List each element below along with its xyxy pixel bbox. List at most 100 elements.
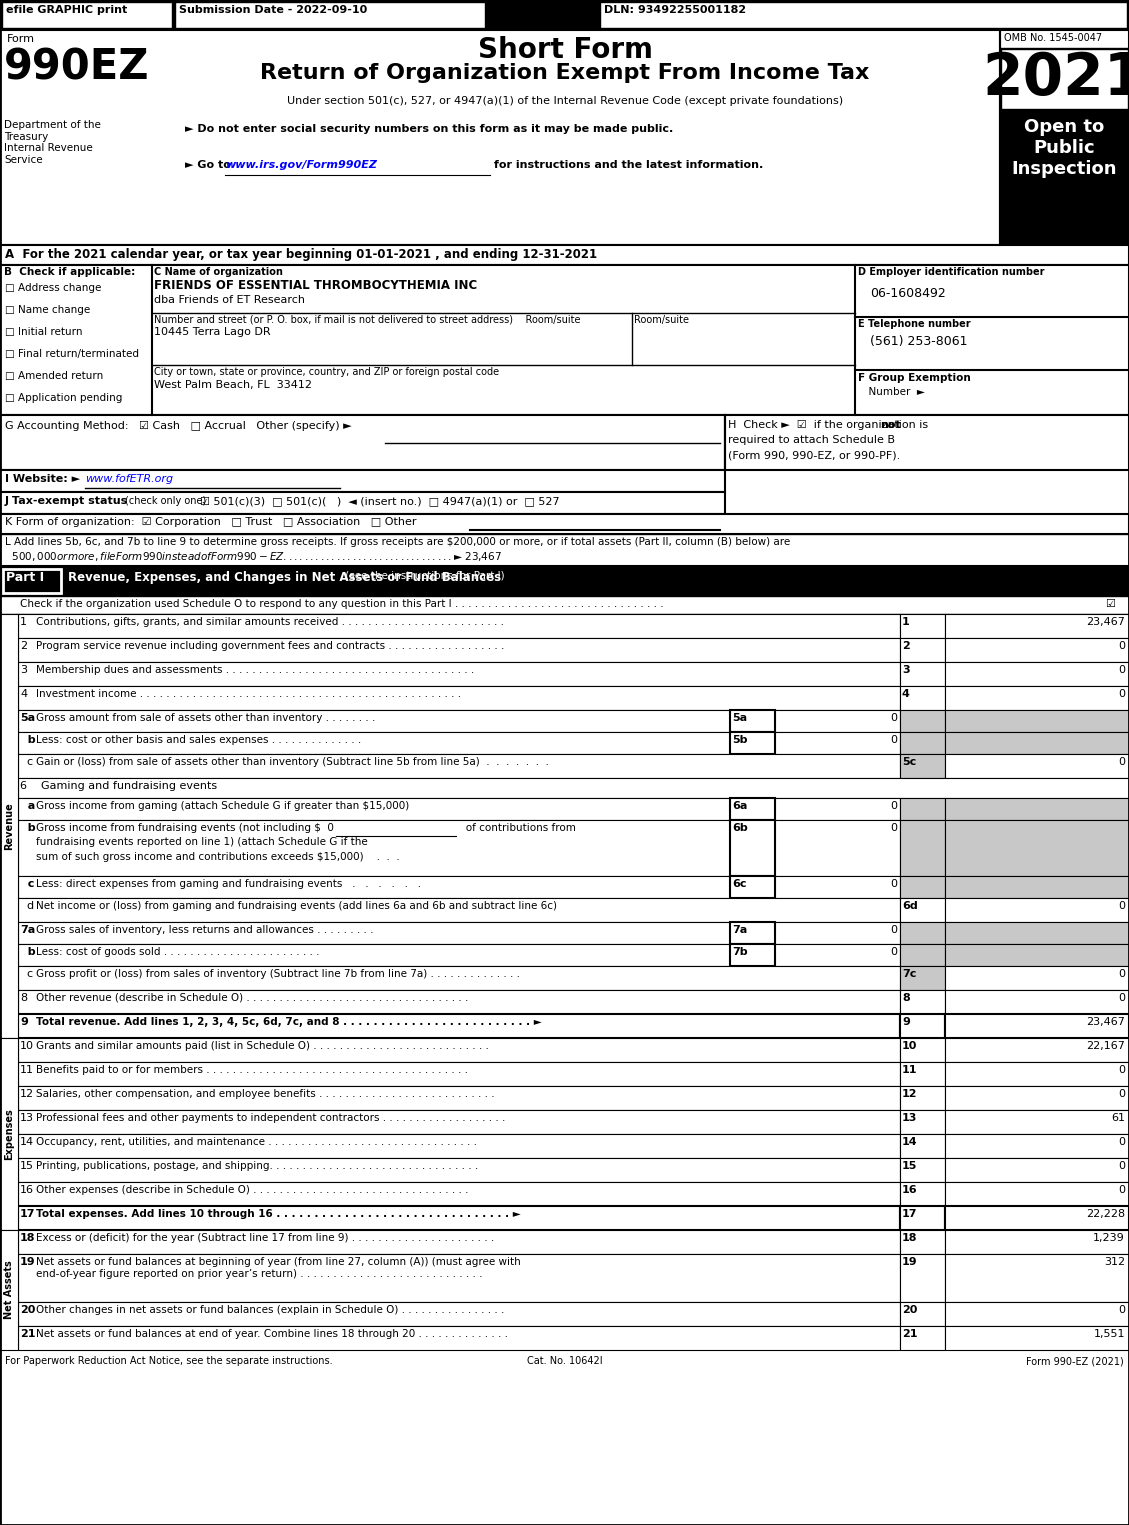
Text: 7b: 7b: [732, 947, 747, 958]
Bar: [774, 820, 900, 875]
Text: ► Do not enter social security numbers on this form as it may be made public.: ► Do not enter social security numbers o…: [185, 124, 673, 134]
Text: 2021: 2021: [983, 50, 1129, 107]
Text: Net assets or fund balances at end of year. Combine lines 18 through 20 . . . . : Net assets or fund balances at end of ye…: [36, 1328, 508, 1339]
Bar: [945, 898, 1129, 923]
Bar: [18, 1061, 900, 1086]
Text: 11: 11: [902, 1064, 918, 1075]
Text: 0: 0: [1118, 1138, 1124, 1147]
Text: 0: 0: [890, 801, 898, 811]
Text: ☑: ☑: [1105, 599, 1115, 608]
Text: Gross sales of inventory, less returns and allowances . . . . . . . . .: Gross sales of inventory, less returns a…: [36, 926, 374, 935]
Text: Form 990-EZ (2021): Form 990-EZ (2021): [1026, 1356, 1124, 1366]
Text: Grants and similar amounts paid (list in Schedule O) . . . . . . . . . . . . . .: Grants and similar amounts paid (list in…: [36, 1042, 489, 1051]
Text: J Tax-exempt status: J Tax-exempt status: [5, 496, 129, 506]
Text: For Paperwork Reduction Act Notice, see the separate instructions.: For Paperwork Reduction Act Notice, see …: [5, 1356, 333, 1366]
Text: Number  ►: Number ►: [863, 387, 925, 397]
Text: d: d: [20, 901, 34, 910]
Text: 21: 21: [20, 1328, 35, 1339]
Bar: [730, 923, 774, 944]
Text: Less: cost or other basis and sales expenses . . . . . . . . . . . . . .: Less: cost or other basis and sales expe…: [36, 735, 361, 746]
Text: Form: Form: [7, 34, 35, 44]
Text: 22,167: 22,167: [1086, 1042, 1124, 1051]
Text: H  Check ►  ☑  if the organization is: H Check ► ☑ if the organization is: [728, 419, 931, 430]
Bar: [900, 1182, 945, 1206]
Bar: [945, 686, 1129, 711]
Bar: [945, 944, 1129, 965]
Bar: [18, 1110, 900, 1135]
Bar: [730, 732, 774, 753]
Text: Salaries, other compensation, and employee benefits . . . . . . . . . . . . . . : Salaries, other compensation, and employ…: [36, 1089, 495, 1100]
Text: 0: 0: [1118, 1089, 1124, 1100]
Bar: [945, 753, 1129, 778]
Text: 15: 15: [902, 1161, 918, 1171]
Text: 61: 61: [1111, 1113, 1124, 1122]
Text: 23,467: 23,467: [1086, 1017, 1124, 1026]
Text: □ Application pending: □ Application pending: [5, 393, 122, 403]
Text: c: c: [20, 878, 34, 889]
Bar: [175, 2, 485, 27]
Bar: [18, 820, 730, 875]
Text: 5a: 5a: [20, 714, 35, 723]
Bar: [18, 637, 900, 662]
Bar: [725, 415, 1129, 470]
Text: West Palm Beach, FL  33412: West Palm Beach, FL 33412: [154, 380, 312, 390]
Text: fundraising events reported on line 1) (attach Schedule G if the: fundraising events reported on line 1) (…: [36, 837, 368, 846]
Text: 10445 Terra Lago DR: 10445 Terra Lago DR: [154, 326, 271, 337]
Bar: [774, 711, 900, 732]
Bar: [900, 898, 945, 923]
Text: Check if the organization used Schedule O to respond to any question in this Par: Check if the organization used Schedule …: [20, 599, 664, 608]
Text: Membership dues and assessments . . . . . . . . . . . . . . . . . . . . . . . . : Membership dues and assessments . . . . …: [36, 665, 474, 676]
Bar: [18, 965, 900, 990]
Text: 0: 0: [1118, 1161, 1124, 1171]
Text: Short Form: Short Form: [478, 37, 653, 64]
Text: Printing, publications, postage, and shipping. . . . . . . . . . . . . . . . . .: Printing, publications, postage, and shi…: [36, 1161, 479, 1171]
Text: 0: 0: [1118, 689, 1124, 698]
Text: 0: 0: [890, 947, 898, 958]
Text: 13: 13: [20, 1113, 34, 1122]
Bar: [945, 990, 1129, 1014]
Text: A  For the 2021 calendar year, or tax year beginning 01-01-2021 , and ending 12-: A For the 2021 calendar year, or tax yea…: [5, 249, 597, 261]
Text: Total expenses. Add lines 10 through 16 . . . . . . . . . . . . . . . . . . . . : Total expenses. Add lines 10 through 16 …: [36, 1209, 520, 1218]
Text: Other revenue (describe in Schedule O) . . . . . . . . . . . . . . . . . . . . .: Other revenue (describe in Schedule O) .…: [36, 993, 469, 1003]
Bar: [945, 1135, 1129, 1157]
Bar: [900, 662, 945, 686]
Text: 11: 11: [20, 1064, 34, 1075]
Text: 7a: 7a: [732, 926, 747, 935]
Text: c: c: [20, 756, 33, 767]
Text: E Telephone number: E Telephone number: [858, 319, 971, 329]
Bar: [774, 923, 900, 944]
Text: 0: 0: [890, 878, 898, 889]
Text: b: b: [20, 735, 36, 746]
Text: Room/suite: Room/suite: [634, 316, 689, 325]
Text: 06-1608492: 06-1608492: [870, 287, 946, 300]
Text: 17: 17: [20, 1209, 35, 1218]
Bar: [945, 1327, 1129, 1350]
Text: 0: 0: [890, 926, 898, 935]
Text: (Form 990, 990-EZ, or 990-PF).: (Form 990, 990-EZ, or 990-PF).: [728, 450, 900, 461]
Bar: [18, 778, 1129, 798]
Text: Revenue: Revenue: [5, 802, 14, 849]
Bar: [0, 1231, 18, 1350]
Bar: [900, 1254, 945, 1302]
Bar: [18, 1302, 900, 1327]
Bar: [0, 534, 1129, 566]
Bar: [0, 0, 1129, 30]
Text: Investment income . . . . . . . . . . . . . . . . . . . . . . . . . . . . . . . : Investment income . . . . . . . . . . . …: [36, 689, 461, 698]
Bar: [900, 923, 945, 944]
Text: Gross profit or (loss) from sales of inventory (Subtract line 7b from line 7a) .: Gross profit or (loss) from sales of inv…: [36, 968, 520, 979]
Bar: [900, 1231, 945, 1254]
Bar: [18, 753, 900, 778]
Text: 15: 15: [20, 1161, 34, 1171]
Bar: [945, 1086, 1129, 1110]
Bar: [18, 711, 730, 732]
Text: Under section 501(c), 527, or 4947(a)(1) of the Internal Revenue Code (except pr: Under section 501(c), 527, or 4947(a)(1)…: [287, 96, 843, 107]
Text: 2: 2: [20, 640, 27, 651]
Text: 14: 14: [902, 1138, 918, 1147]
Text: 6c: 6c: [732, 878, 746, 889]
Text: 22,228: 22,228: [1086, 1209, 1124, 1218]
Text: b: b: [20, 947, 36, 958]
Text: 6d: 6d: [902, 901, 918, 910]
Text: 8: 8: [902, 993, 910, 1003]
Bar: [18, 1039, 900, 1061]
Bar: [18, 898, 900, 923]
